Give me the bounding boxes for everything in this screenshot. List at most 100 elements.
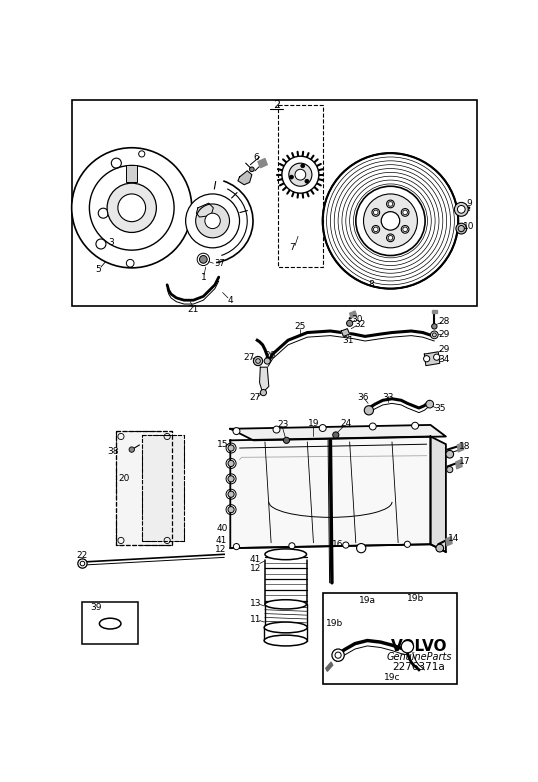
Circle shape (447, 467, 453, 472)
Circle shape (343, 542, 349, 548)
Polygon shape (341, 328, 350, 336)
Polygon shape (230, 436, 430, 548)
Circle shape (260, 389, 266, 396)
Text: 10: 10 (463, 222, 475, 231)
Text: 24: 24 (340, 419, 351, 428)
Text: 30: 30 (352, 315, 363, 324)
Circle shape (228, 507, 234, 513)
Text: 33: 33 (383, 393, 394, 403)
Text: 31: 31 (342, 335, 354, 345)
Polygon shape (350, 311, 357, 318)
Text: 15: 15 (217, 439, 228, 449)
Text: 12: 12 (215, 545, 226, 554)
Text: 29: 29 (438, 345, 450, 354)
Text: VOLVO: VOLVO (391, 639, 447, 655)
Polygon shape (326, 662, 332, 671)
Circle shape (228, 445, 234, 451)
Text: 9: 9 (466, 199, 472, 208)
Polygon shape (259, 368, 269, 393)
Text: 35: 35 (434, 404, 445, 412)
Circle shape (323, 153, 458, 289)
Text: 20: 20 (118, 475, 130, 483)
Polygon shape (424, 352, 440, 366)
Text: 38: 38 (108, 447, 119, 457)
Ellipse shape (265, 600, 307, 609)
Text: 7: 7 (289, 243, 295, 253)
Circle shape (364, 194, 417, 248)
Circle shape (250, 167, 254, 171)
Circle shape (228, 461, 234, 467)
Text: 12: 12 (250, 565, 261, 573)
Text: 2: 2 (273, 99, 280, 109)
Circle shape (78, 559, 87, 569)
Circle shape (372, 225, 380, 233)
Ellipse shape (264, 622, 307, 633)
Circle shape (289, 163, 312, 186)
Text: 27: 27 (244, 353, 255, 362)
Circle shape (233, 543, 239, 550)
Text: 21: 21 (188, 305, 199, 314)
Circle shape (436, 544, 444, 552)
Polygon shape (457, 443, 464, 452)
Circle shape (356, 186, 425, 256)
Polygon shape (238, 170, 252, 185)
Polygon shape (258, 159, 267, 168)
Text: 19b: 19b (325, 619, 343, 628)
Text: 11: 11 (250, 615, 261, 624)
Bar (116, 431, 172, 545)
Circle shape (289, 175, 293, 179)
Circle shape (196, 204, 230, 238)
Text: 6: 6 (253, 153, 259, 162)
Circle shape (423, 356, 430, 362)
Circle shape (457, 206, 465, 213)
Bar (141, 435, 184, 541)
Circle shape (72, 148, 192, 268)
Text: 23: 23 (277, 421, 288, 429)
Circle shape (205, 213, 220, 228)
Circle shape (200, 256, 207, 264)
Text: 34: 34 (438, 355, 450, 364)
Circle shape (305, 179, 309, 183)
Circle shape (357, 543, 366, 553)
Bar (323, 593, 457, 683)
Text: 41: 41 (250, 555, 261, 564)
Circle shape (431, 324, 437, 329)
Circle shape (186, 194, 239, 248)
Circle shape (446, 450, 454, 458)
Circle shape (273, 426, 280, 433)
Text: 27: 27 (249, 393, 260, 403)
Circle shape (289, 543, 295, 549)
Circle shape (401, 225, 409, 233)
Text: 16: 16 (332, 540, 344, 549)
Text: 25: 25 (295, 322, 306, 331)
Circle shape (405, 541, 410, 547)
Circle shape (387, 200, 394, 208)
Circle shape (434, 354, 440, 361)
Bar (126, 165, 137, 181)
Circle shape (369, 423, 376, 430)
Circle shape (295, 169, 306, 180)
Text: 28: 28 (438, 317, 450, 326)
Circle shape (129, 447, 134, 452)
Text: 39: 39 (90, 603, 101, 612)
Polygon shape (430, 436, 446, 552)
Circle shape (118, 194, 146, 221)
Circle shape (253, 357, 263, 366)
Circle shape (282, 156, 319, 193)
Polygon shape (456, 460, 462, 469)
Circle shape (430, 331, 438, 339)
Polygon shape (432, 310, 437, 314)
Circle shape (412, 422, 419, 429)
Text: 19a: 19a (359, 596, 376, 605)
Text: 19: 19 (308, 419, 319, 428)
Text: 19b: 19b (407, 594, 424, 603)
Circle shape (228, 491, 234, 497)
Polygon shape (196, 203, 214, 217)
Circle shape (456, 223, 466, 234)
Circle shape (264, 358, 270, 364)
Circle shape (319, 425, 326, 432)
Text: 41: 41 (215, 536, 226, 545)
Circle shape (228, 475, 234, 482)
Text: 19c: 19c (384, 673, 400, 682)
Text: 37: 37 (214, 259, 225, 267)
